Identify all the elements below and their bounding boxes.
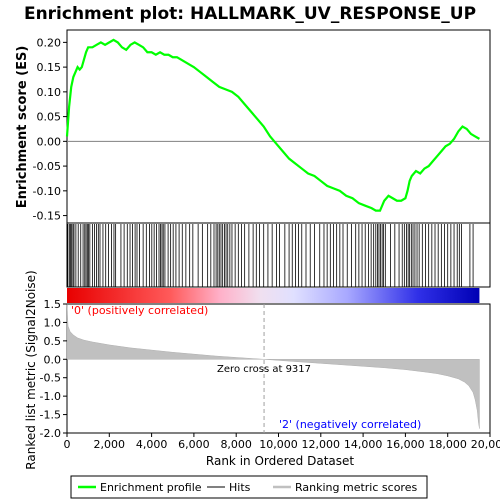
es-panel: -0.15 -0.10 -0.05 0.00 0.05 0.10 0.15 0.20 Enri… — [15, 29, 491, 224]
enrichment-profile-line — [65, 38, 480, 212]
ranking-y-tick-label: -2.0 — [40, 427, 61, 440]
ranking-panel: 1.5 1.0 0.5 0.0 -0.5 -1.0 -1.5 -2.0 '0' (positi… — [24, 270, 491, 470]
x-tick-label: 2,000 — [94, 438, 126, 451]
ranking-y-tick-label: 0.5 — [44, 335, 62, 348]
es-y-tick-label: 0.10 — [37, 86, 62, 99]
x-tick-label: 6,000 — [178, 438, 210, 451]
hit-marks — [67, 224, 474, 287]
es-y-tick-label: -0.05 — [33, 160, 61, 173]
color-bar-rect — [67, 288, 480, 303]
x-tick-label: 12,000 — [302, 438, 341, 451]
ranking-y-tick-label: 1.5 — [44, 298, 62, 311]
x-tick-label: 0 — [64, 438, 71, 451]
es-y-tick-label: 0.15 — [37, 61, 62, 74]
legend-box — [70, 475, 428, 499]
x-tick-label: 10,000 — [259, 438, 298, 451]
x-axis-label: Rank in Ordered Dataset — [206, 454, 354, 468]
hits-panel — [66, 222, 491, 288]
x-tick-label: 14,000 — [344, 438, 383, 451]
x-axis-ticks: 0 2,000 4,000 6,000 8,000 10,000 12,000 14,000 1… — [64, 433, 500, 451]
chart-title: Enrichment plot: HALLMARK_UV_RESPONSE_UP — [24, 4, 476, 24]
es-y-tick-label: 0.00 — [37, 135, 62, 148]
ranking-y-axis-label: Ranked list metric (Signal2Noise) — [24, 270, 38, 469]
x-tick-label: 16,000 — [386, 438, 425, 451]
rank-color-bar — [67, 288, 480, 303]
ranking-y-tick-label: 1.0 — [44, 316, 62, 329]
x-tick-label: 20,000 — [471, 438, 500, 451]
ranking-y-ticks: 1.5 1.0 0.5 0.0 -0.5 -1.0 -1.5 -2.0 — [40, 298, 67, 440]
es-y-tick-label: -0.10 — [33, 185, 61, 198]
ranking-y-tick-label: -1.0 — [40, 390, 61, 403]
zero-cross-label: Zero cross at 9317 — [217, 364, 311, 375]
hits-panel-frame — [66, 222, 491, 288]
legend-enrichment-label: Enrichment profile — [100, 481, 202, 494]
negatively-correlated-label: '2' (negatively correlated) — [279, 418, 421, 431]
es-y-ticks: -0.15 -0.10 -0.05 0.00 0.05 0.10 0.15 0.20 — [33, 36, 67, 223]
x-tick-label: 4,000 — [136, 438, 168, 451]
es-y-tick-label: 0.05 — [37, 111, 62, 124]
ranking-y-tick-label: -1.5 — [40, 409, 61, 422]
ranking-y-tick-label: 0.0 — [44, 353, 62, 366]
es-y-tick-label: -0.15 — [33, 210, 61, 223]
legend-hits-label: Hits — [229, 481, 251, 494]
ranking-y-tick-label: -0.5 — [40, 372, 61, 385]
legend: Enrichment profile Hits Ranking metric s… — [70, 475, 428, 499]
es-y-axis-label: Enrichment score (ES) — [15, 46, 30, 209]
x-tick-label: 18,000 — [428, 438, 467, 451]
legend-ranking-label: Ranking metric scores — [295, 481, 417, 494]
x-tick-label: 8,000 — [220, 438, 252, 451]
es-y-tick-label: 0.20 — [37, 36, 62, 49]
es-panel-frame — [66, 29, 491, 224]
ranking-metric-area — [66, 303, 480, 429]
positively-correlated-label: '0' (positively correlated) — [71, 304, 208, 317]
